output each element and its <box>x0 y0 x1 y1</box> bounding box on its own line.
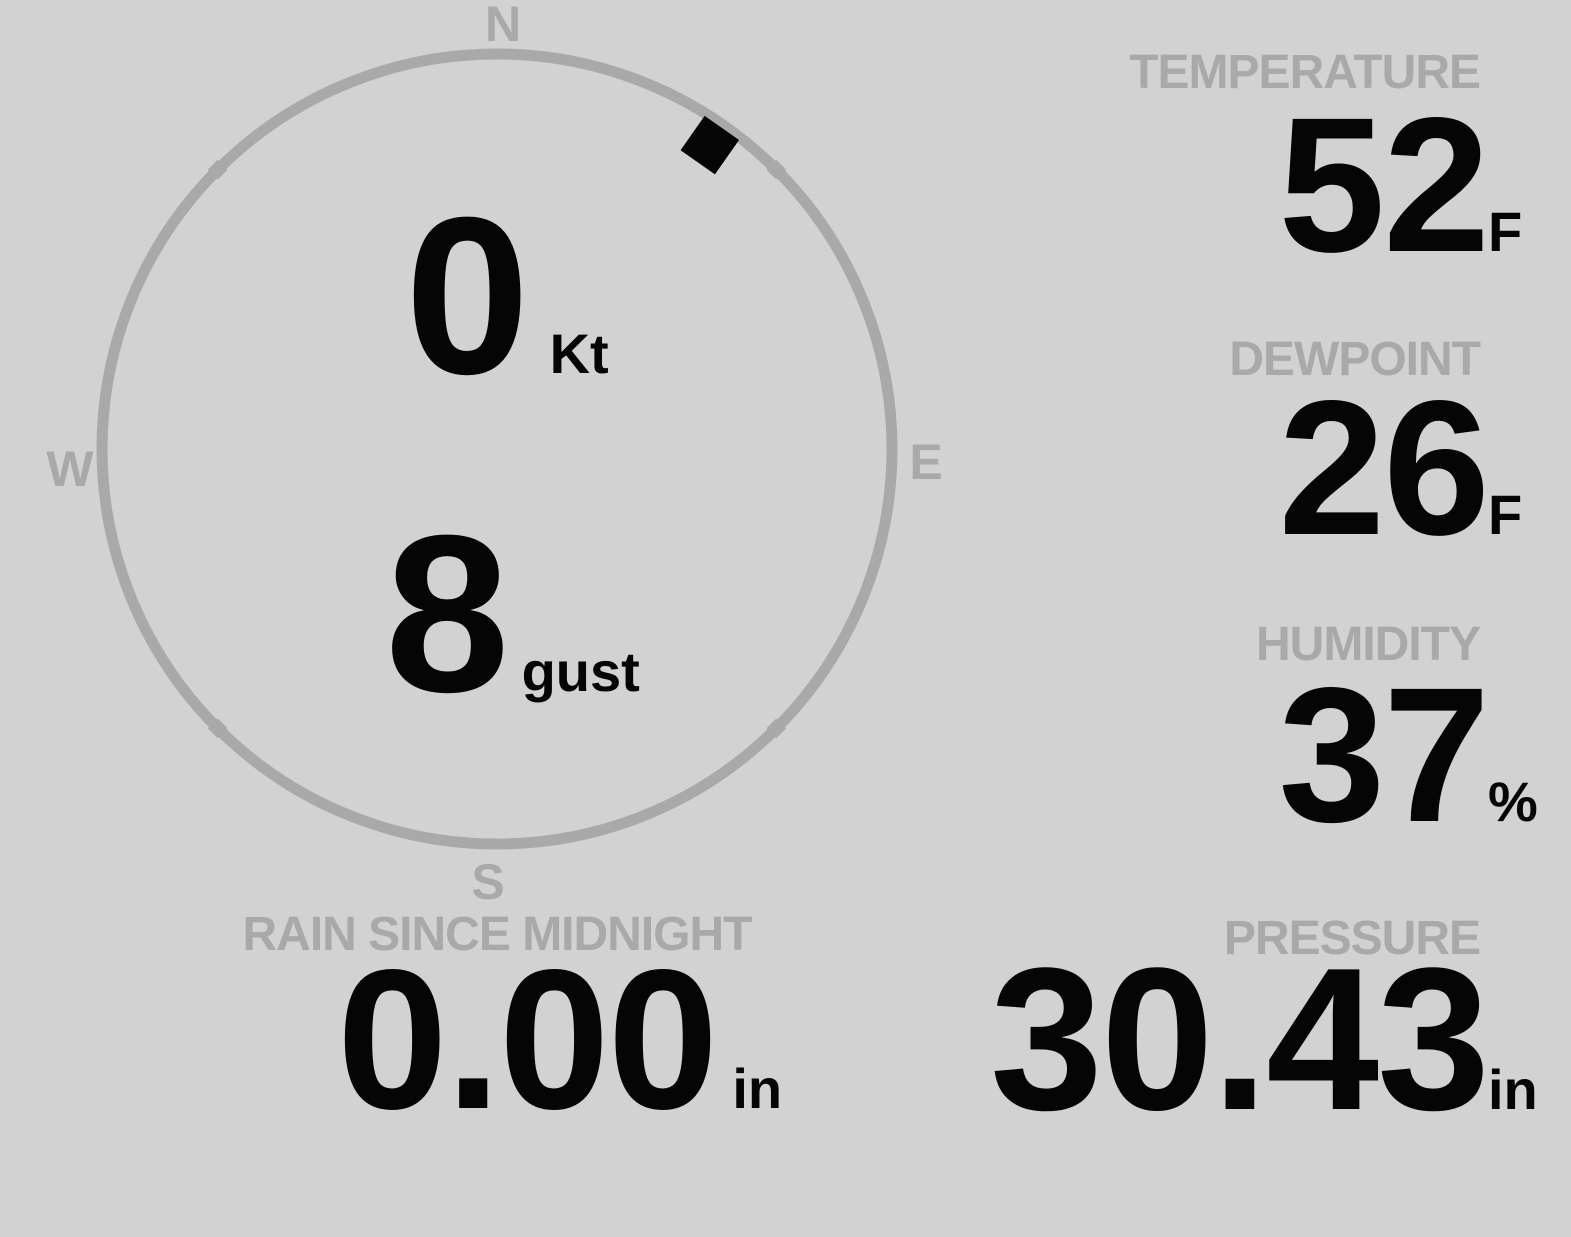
humidity-reading: 37 % <box>1278 659 1550 851</box>
humidity-label: HUMIDITY <box>1256 618 1481 671</box>
rain-unit: in <box>732 1057 783 1120</box>
wind-gust: 8 gust <box>385 502 640 726</box>
humidity-unit: % <box>1488 770 1538 833</box>
rain-label: RAIN SINCE MIDNIGHT <box>242 908 753 961</box>
compass-label-west: W <box>46 441 94 497</box>
pressure-reading: 30.43 in <box>990 938 1550 1141</box>
compass-ring <box>96 48 898 850</box>
pressure-value: 30.43 <box>990 926 1490 1153</box>
humidity-value: 37 <box>1278 647 1490 862</box>
wind-gust-value: 8 <box>385 489 510 739</box>
dewpoint-label: DEWPOINT <box>1229 333 1481 386</box>
wind-direction-marker <box>680 115 740 175</box>
temperature-label: TEMPERATURE <box>1129 46 1481 99</box>
compass-tick-se <box>766 718 787 739</box>
rain-value: 0.00 <box>337 929 718 1151</box>
rain-reading: 0.00 in <box>337 941 782 1140</box>
pressure-unit: in <box>1488 1058 1538 1121</box>
compass-label-south: S <box>471 854 505 910</box>
wind-gust-unit: gust <box>521 640 640 703</box>
pressure-label: PRESSURE <box>1223 912 1481 965</box>
compass-label-east: E <box>909 434 943 490</box>
compass-tick-nw <box>207 159 228 180</box>
wind-speed-unit: Kt <box>549 322 609 385</box>
temperature-unit: F <box>1488 200 1523 263</box>
dewpoint-unit: F <box>1488 483 1523 546</box>
wind-speed: 0 Kt <box>405 184 609 408</box>
wind-speed-value: 0 <box>405 171 530 421</box>
dewpoint-value: 26 <box>1278 360 1490 575</box>
dewpoint-reading: 26 F <box>1278 372 1550 564</box>
temperature-value: 52 <box>1278 77 1490 292</box>
temperature-reading: 52 F <box>1278 89 1550 281</box>
compass-label-north: N <box>484 0 522 52</box>
